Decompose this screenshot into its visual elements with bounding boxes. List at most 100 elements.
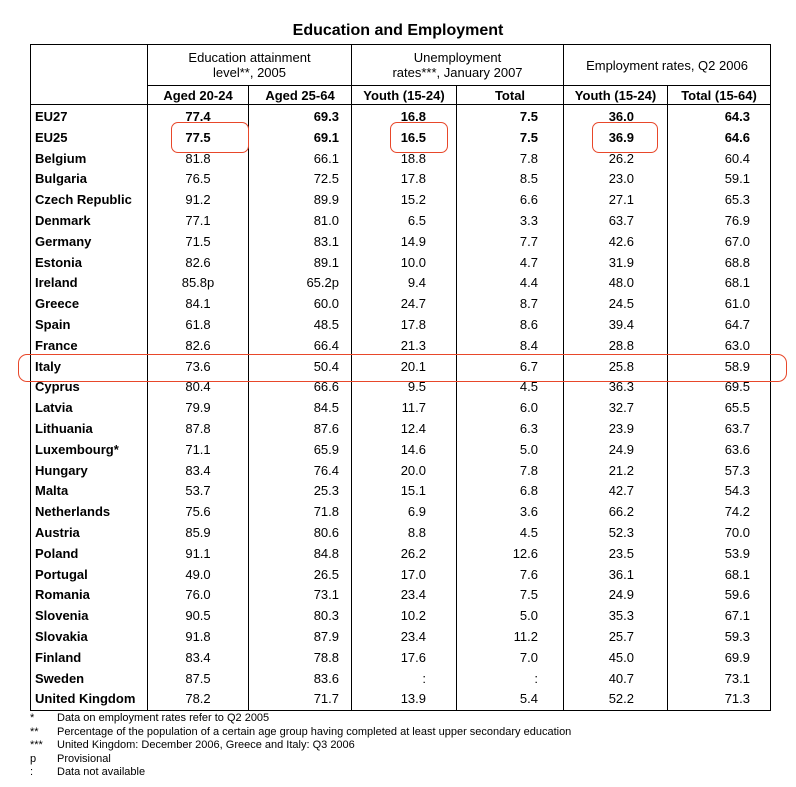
header-col-aged-20-24: Aged 20-24 [147, 85, 249, 105]
table-row: EU25 77.5 69.1 16.5 7.5 36.9 64.6 [30, 127, 771, 149]
value-cell: 27.1 [563, 190, 668, 211]
table-row: Luxembourg* 71.1 65.9 14.6 5.0 24.9 63.6 [30, 439, 771, 461]
country-cell: Italy [30, 356, 148, 378]
header-group-education: Education attainment level**, 2005 [147, 44, 352, 86]
value-cell: 82.6 [147, 252, 249, 274]
value-cell: 78.8 [248, 647, 352, 669]
country-cell: France [30, 335, 148, 357]
table-row: Portugal 49.0 26.5 17.0 7.6 36.1 68.1 [30, 564, 771, 586]
value-cell: 25.3 [248, 481, 352, 503]
country-cell: Ireland [30, 273, 148, 295]
value-cell: 42.7 [563, 481, 668, 503]
value-cell: 17.8 [351, 169, 457, 191]
value-cell: 26.2 [351, 543, 457, 565]
value-cell: 65.2p [248, 273, 352, 295]
value-cell: 17.0 [351, 564, 457, 586]
value-cell: 63.7 [563, 210, 668, 232]
value-cell: 66.6 [248, 377, 352, 399]
footnote-text: Data on employment rates refer to Q2 200… [57, 712, 270, 724]
value-cell: 91.8 [147, 626, 249, 648]
value-cell: 77.5 [147, 127, 249, 149]
country-cell: Cyprus [30, 377, 148, 399]
table-row: Spain 61.8 48.5 17.8 8.6 39.4 64.7 [30, 314, 771, 336]
value-cell: 71.3 [667, 689, 771, 712]
value-cell: 20.0 [351, 460, 457, 482]
footnotes: * Data on employment rates refer to Q2 20… [30, 712, 571, 780]
table-row: Cyprus 80.4 66.6 9.5 4.5 36.3 69.5 [30, 377, 771, 399]
value-cell: 14.9 [351, 231, 457, 253]
value-cell: 85.9 [147, 522, 249, 544]
value-cell: 84.5 [248, 398, 352, 419]
value-cell: 66.4 [248, 335, 352, 357]
data-table: Education attainment level**, 2005 Unemp… [30, 44, 771, 712]
value-cell: 36.1 [563, 564, 668, 586]
value-cell: 59.3 [667, 626, 771, 648]
country-cell: Portugal [30, 564, 148, 586]
value-cell: 11.7 [351, 398, 457, 419]
value-cell: 6.5 [351, 210, 457, 232]
footnote-mark: *** [30, 739, 43, 752]
value-cell: 8.7 [456, 294, 564, 315]
value-cell: 60.0 [248, 294, 352, 315]
value-cell: : [351, 668, 457, 690]
value-cell: 6.9 [351, 502, 457, 523]
value-cell: 23.5 [563, 543, 668, 565]
country-cell: Lithuania [30, 418, 148, 440]
value-cell: 15.2 [351, 190, 457, 211]
footnote-mark: * [30, 712, 35, 724]
value-cell: 20.1 [351, 356, 457, 378]
value-cell: 17.6 [351, 647, 457, 669]
value-cell: 12.4 [351, 418, 457, 440]
value-cell: 26.5 [248, 564, 352, 586]
value-cell: 26.2 [563, 148, 668, 170]
country-cell: Poland [30, 543, 148, 565]
value-cell: 14.6 [351, 439, 457, 461]
value-cell: 87.8 [147, 418, 249, 440]
page-title: Education and Employment [292, 22, 504, 39]
table-row: Austria 85.9 80.6 8.8 4.5 52.3 70.0 [30, 522, 771, 544]
footnote-text: Percentage of the population of a certai… [57, 725, 572, 738]
value-cell: 76.4 [248, 460, 352, 482]
value-cell: 81.8 [147, 148, 249, 170]
value-cell: 24.5 [563, 294, 668, 315]
value-cell: 63.6 [667, 439, 771, 461]
value-cell: 61.0 [667, 294, 771, 315]
footnote: * Data on employment rates refer to Q2 20… [30, 712, 571, 726]
country-cell: Czech Republic [30, 190, 148, 211]
table-row: Czech Republic 91.2 89.9 15.2 6.6 27.1 65.3 [30, 190, 771, 211]
value-cell: 80.6 [248, 522, 352, 544]
value-cell: 69.3 [248, 104, 352, 128]
value-cell: 6.8 [456, 481, 564, 503]
country-cell: Latvia [30, 398, 148, 419]
value-cell: 87.9 [248, 626, 352, 648]
value-cell: 36.9 [563, 127, 668, 149]
value-cell: 69.9 [667, 647, 771, 669]
country-cell: Sweden [30, 668, 148, 690]
table-row: Estonia 82.6 89.1 10.0 4.7 31.9 68.8 [30, 252, 771, 274]
value-cell: 6.3 [456, 418, 564, 440]
value-cell: 75.6 [147, 502, 249, 523]
header-col-employment-total: Total (15-64) [667, 85, 771, 105]
value-cell: 3.6 [456, 502, 564, 523]
value-cell: 85.8p [147, 273, 249, 295]
value-cell: 68.8 [667, 252, 771, 274]
value-cell: 67.0 [667, 231, 771, 253]
value-cell: 90.5 [147, 606, 249, 627]
value-cell: 71.7 [248, 689, 352, 712]
country-cell: Austria [30, 522, 148, 544]
country-cell: Greece [30, 294, 148, 315]
value-cell: 71.8 [248, 502, 352, 523]
value-cell: 5.4 [456, 689, 564, 712]
country-cell: Denmark [30, 210, 148, 232]
value-cell: 87.6 [248, 418, 352, 440]
value-cell: 82.6 [147, 335, 249, 357]
value-cell: 7.8 [456, 460, 564, 482]
header-group-employment: Employment rates, Q2 2006 [563, 44, 771, 86]
value-cell: 65.5 [667, 398, 771, 419]
footnote: p Provisional [30, 753, 571, 767]
value-cell: 77.1 [147, 210, 249, 232]
value-cell: 68.1 [667, 273, 771, 295]
value-cell: 24.9 [563, 439, 668, 461]
value-cell: 71.5 [147, 231, 249, 253]
value-cell: 83.6 [248, 668, 352, 690]
